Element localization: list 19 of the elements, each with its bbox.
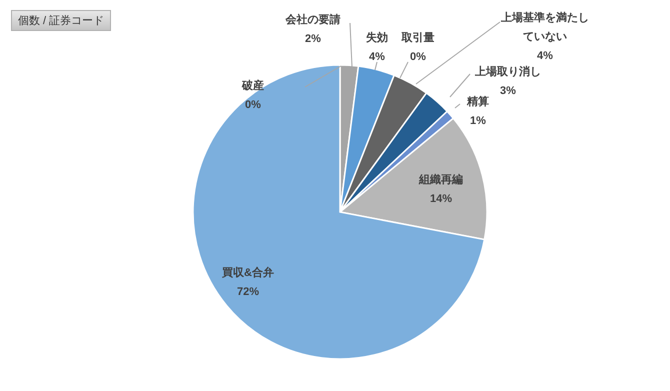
data-label: 4%: [369, 51, 386, 63]
text: 0%: [410, 51, 426, 63]
slice-label: 精算: [466, 95, 489, 108]
slice-label: 買収&合弁: [221, 266, 274, 279]
text: 0%: [245, 99, 261, 111]
data-label: 14%: [430, 193, 452, 205]
slice-label: 組織再編: [418, 173, 463, 186]
slice-label: 上場取り消し: [474, 65, 541, 78]
data-label: 4%: [537, 50, 554, 62]
category-label: 破産: [242, 80, 264, 92]
data-label: 72%: [236, 286, 260, 298]
slice-label: 失効: [366, 31, 388, 44]
data-label: 1%: [470, 115, 486, 127]
data-label: 2%: [305, 33, 322, 45]
slice-label: 会社の要請: [284, 13, 340, 26]
data-label: 3%: [500, 85, 516, 97]
slice-label: 上場基準を満たしていない: [500, 11, 589, 43]
category-label: 取引量: [402, 32, 434, 44]
field-button: 個数 / 証券コード: [11, 10, 112, 31]
